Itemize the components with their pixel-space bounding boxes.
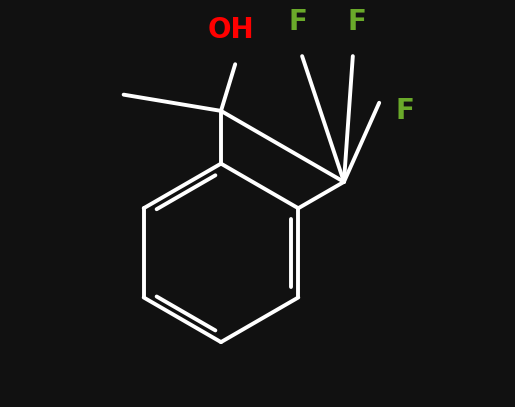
Text: F: F	[348, 8, 366, 36]
Text: F: F	[288, 8, 307, 36]
Text: OH: OH	[208, 16, 254, 44]
Text: F: F	[396, 97, 414, 125]
